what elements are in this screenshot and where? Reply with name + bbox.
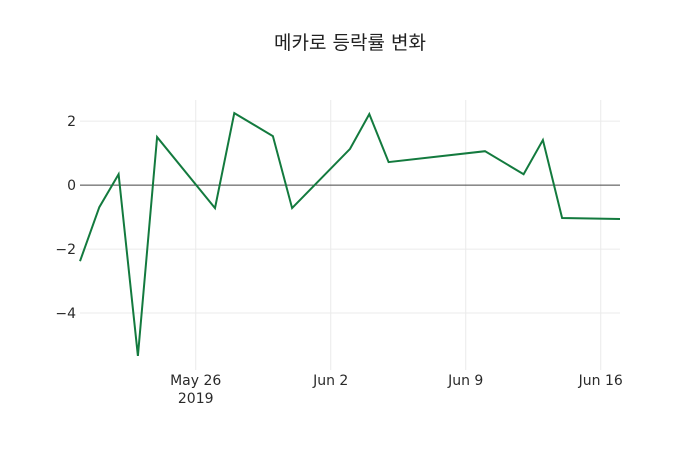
x-tick-label: May 26 [170, 373, 221, 389]
chart-title: 메카로 등락률 변화 [274, 32, 426, 54]
x-axis-tick-labels: May 26 2019 Jun 2 Jun 9 Jun 16 [170, 373, 623, 407]
y-tick-label: −4 [55, 306, 76, 322]
grid-lines [80, 100, 620, 370]
y-tick-label: 0 [67, 178, 76, 194]
y-axis-tick-labels: 2 0 −2 −4 [55, 114, 76, 322]
x-tick-year-label: 2019 [178, 391, 214, 407]
x-tick-label: Jun 9 [447, 373, 483, 389]
y-tick-label: 2 [67, 114, 76, 130]
y-tick-label: −2 [55, 242, 76, 258]
x-tick-label: Jun 16 [578, 373, 623, 389]
x-tick-label: Jun 2 [312, 373, 348, 389]
series-line[interactable] [79, 111, 621, 357]
